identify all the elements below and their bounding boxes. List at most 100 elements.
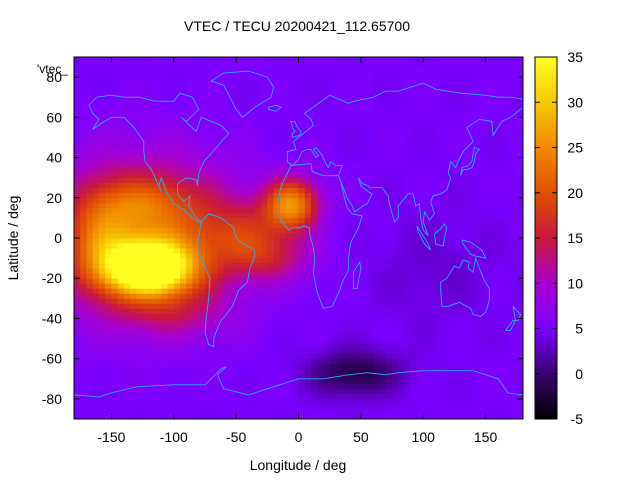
heatmap-cell	[454, 328, 462, 334]
heatmap-cell	[342, 207, 349, 214]
heatmap-cell	[510, 142, 518, 148]
heatmap-cell	[491, 102, 499, 108]
heatmap-cell	[186, 328, 193, 334]
heatmap-cell	[198, 268, 206, 274]
heatmap-cell	[123, 383, 131, 390]
heatmap-cell	[211, 97, 218, 103]
heatmap-cell	[398, 207, 405, 214]
heatmap-cell	[248, 403, 256, 410]
heatmap-cell	[92, 248, 100, 254]
heatmap-cell	[254, 177, 262, 184]
heatmap-cell	[180, 172, 187, 179]
heatmap-cell	[117, 127, 125, 133]
heatmap-cell	[86, 97, 94, 103]
heatmap-cell	[223, 172, 231, 179]
heatmap-cell	[105, 92, 112, 98]
heatmap-cell	[92, 273, 100, 279]
heatmap-cell	[236, 117, 243, 123]
heatmap-cell	[248, 147, 256, 153]
heatmap-cell	[148, 363, 156, 370]
heatmap-cell	[373, 358, 380, 365]
heatmap-cell	[329, 318, 337, 324]
heatmap-cell	[98, 248, 106, 254]
heatmap-cell	[186, 117, 193, 123]
heatmap-cell	[367, 403, 374, 410]
heatmap-cell	[498, 348, 505, 355]
heatmap-cell	[498, 162, 505, 169]
heatmap-cell	[198, 393, 206, 400]
heatmap-cell	[105, 308, 112, 314]
heatmap-cell	[186, 408, 193, 415]
heatmap-cell	[86, 413, 94, 420]
heatmap-cell	[254, 398, 262, 405]
heatmap-cell	[379, 243, 387, 249]
heatmap-cell	[441, 268, 449, 274]
heatmap-cell	[192, 323, 200, 329]
heatmap-cell	[123, 222, 131, 229]
heatmap-cell	[292, 142, 299, 148]
heatmap-cell	[117, 102, 125, 108]
heatmap-cell	[80, 323, 87, 329]
heatmap-cell	[211, 293, 218, 299]
heatmap-cell	[261, 157, 268, 163]
heatmap-cell	[217, 202, 225, 209]
heatmap-cell	[398, 388, 405, 395]
heatmap-cell	[273, 413, 281, 420]
heatmap-cell	[92, 132, 100, 138]
heatmap-cell	[298, 383, 306, 390]
heatmap-cell	[248, 177, 256, 184]
heatmap-cell	[286, 182, 293, 189]
heatmap-cell	[80, 167, 87, 174]
heatmap-cell	[335, 253, 343, 259]
heatmap-cell	[516, 152, 524, 158]
heatmap-cell	[385, 353, 393, 360]
heatmap-cell	[516, 132, 524, 138]
heatmap-cell	[86, 142, 94, 148]
heatmap-cell	[429, 358, 437, 365]
heatmap-cell	[398, 268, 405, 274]
heatmap-cell	[516, 358, 524, 365]
heatmap-cell	[86, 227, 94, 234]
heatmap-cell	[392, 278, 399, 284]
heatmap-cell	[416, 383, 424, 390]
heatmap-cell	[86, 177, 94, 184]
heatmap-cell	[286, 177, 293, 184]
heatmap-cell	[117, 303, 125, 309]
heatmap-cell	[516, 102, 524, 108]
heatmap-cell	[186, 318, 193, 324]
heatmap-cell	[510, 318, 518, 324]
heatmap-cell	[204, 398, 212, 405]
heatmap-cell	[98, 283, 106, 289]
heatmap-cell	[155, 82, 162, 88]
heatmap-cell	[242, 248, 250, 254]
heatmap-cell	[273, 368, 281, 375]
heatmap-cell	[229, 383, 237, 390]
heatmap-cell	[86, 273, 94, 279]
heatmap-cell	[236, 97, 243, 103]
heatmap-cell	[317, 147, 324, 153]
heatmap-cell	[148, 258, 156, 264]
heatmap-cell	[423, 303, 430, 309]
heatmap-cell	[498, 77, 505, 83]
heatmap-cell	[192, 147, 200, 153]
heatmap-cell	[229, 408, 237, 415]
heatmap-cell	[211, 308, 218, 314]
heatmap-cell	[204, 408, 212, 415]
heatmap-cell	[392, 227, 399, 234]
heatmap-cell	[223, 77, 231, 83]
heatmap-cell	[416, 363, 424, 370]
heatmap-cell	[435, 363, 443, 370]
heatmap-cell	[204, 348, 212, 355]
heatmap-cell	[173, 403, 181, 410]
heatmap-cell	[136, 177, 143, 184]
heatmap-cell	[142, 167, 150, 174]
heatmap-cell	[354, 238, 362, 244]
heatmap-cell	[416, 243, 424, 249]
heatmap-cell	[323, 323, 331, 329]
heatmap-cell	[242, 388, 250, 395]
heatmap-cell	[242, 293, 250, 299]
heatmap-cell	[117, 273, 125, 279]
heatmap-cell	[504, 122, 511, 128]
heatmap-cell	[136, 122, 143, 128]
heatmap-cell	[229, 162, 237, 169]
